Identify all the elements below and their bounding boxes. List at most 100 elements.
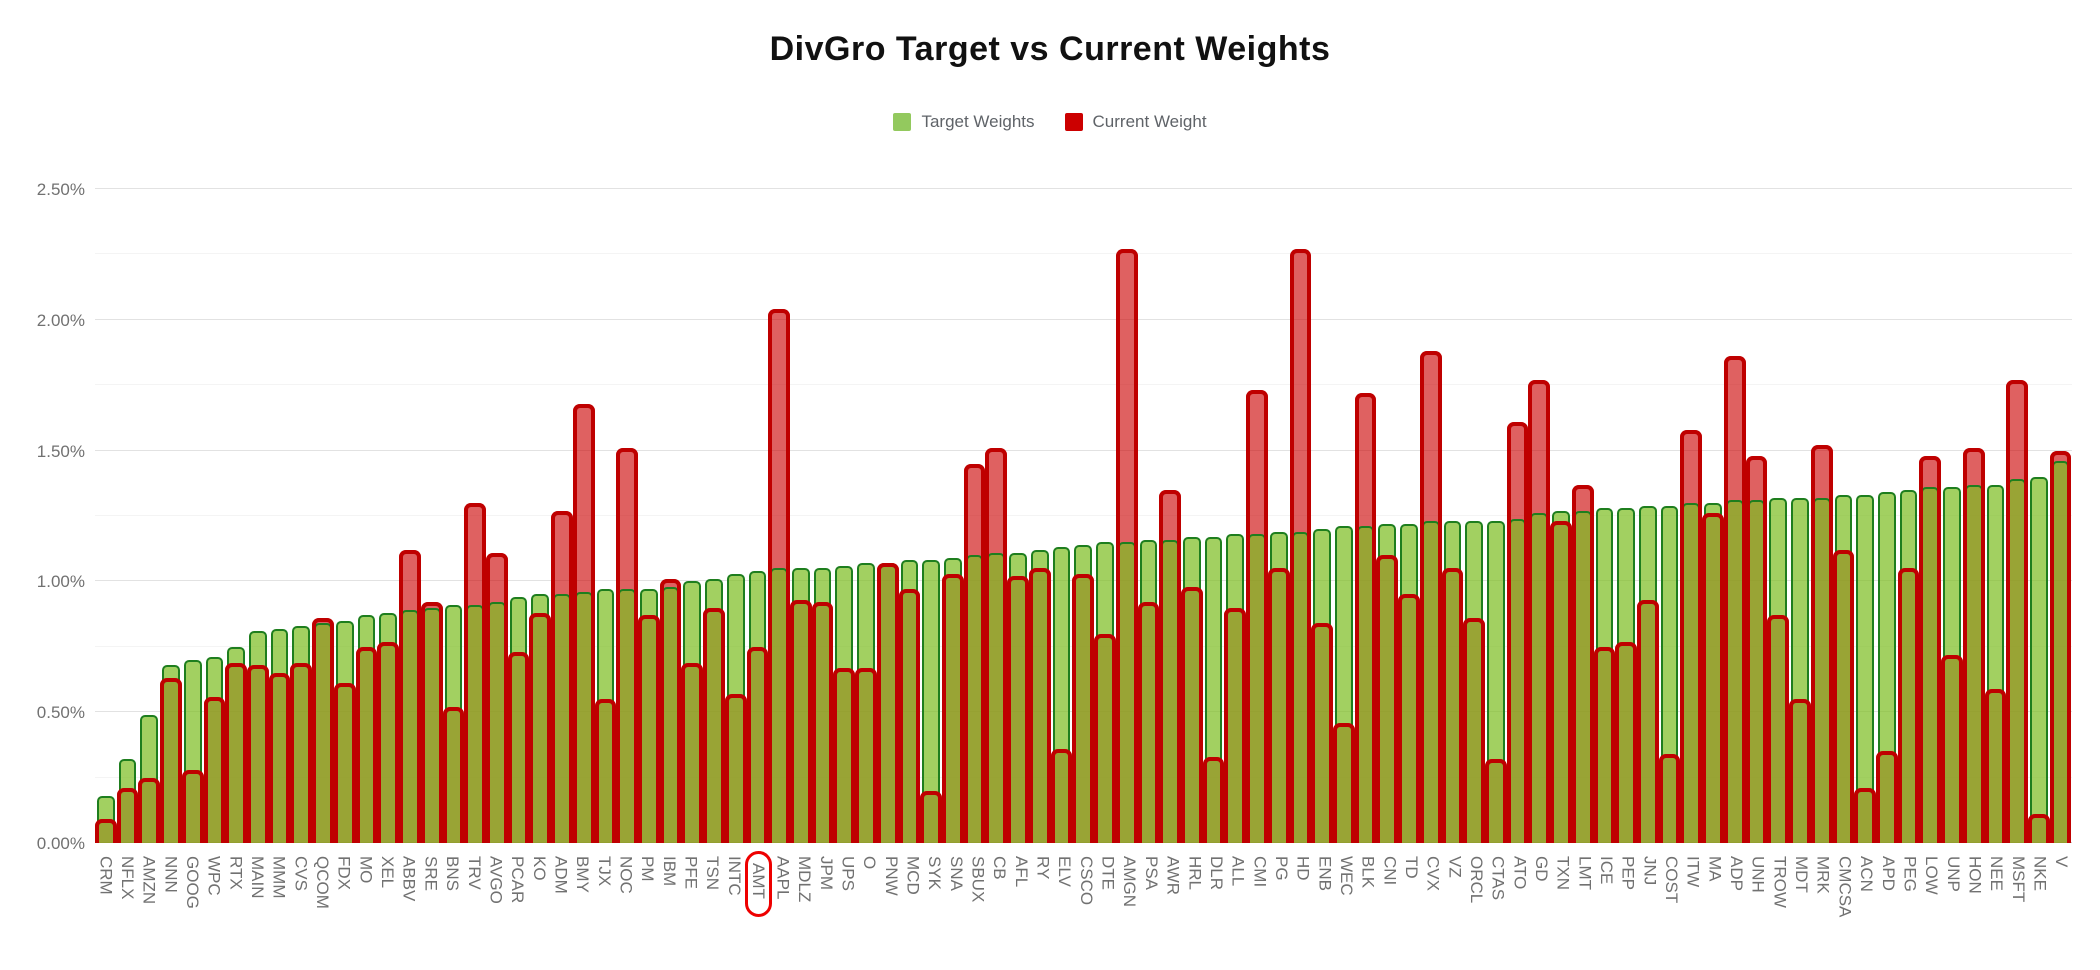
current-weight-bar-outline <box>1962 447 1985 843</box>
x-axis-label: CNI <box>1380 856 1400 886</box>
target-weight-bar[interactable] <box>2029 476 2048 843</box>
x-axis-cell: TXN <box>1552 849 1574 917</box>
x-axis-label: CVS <box>291 856 311 891</box>
x-axis-cell: SYK <box>924 849 946 917</box>
x-axis-label: SNA <box>946 856 966 891</box>
x-axis-label: NNN <box>161 856 181 893</box>
x-axis-label: BMY <box>573 856 593 893</box>
current-weight-bar-outline <box>594 699 617 843</box>
x-axis-cell: COST <box>1661 849 1683 917</box>
gridline-minor <box>95 384 2072 386</box>
current-weight-bar-outline <box>268 672 291 843</box>
x-axis-cell: GOOG <box>182 849 204 917</box>
gridline-major <box>95 188 2072 189</box>
x-axis-cell: GD <box>1531 849 1553 917</box>
current-weight-bar-outline <box>681 662 704 843</box>
bar-group <box>399 189 421 843</box>
target-weight-bar[interactable] <box>922 560 941 843</box>
bar-group <box>1224 189 1247 843</box>
bar-group <box>1941 189 1963 843</box>
current-weight-bar-outline <box>1528 379 1551 843</box>
current-weight-bar-outline <box>724 693 747 843</box>
x-axis-label: UNH <box>1748 856 1768 893</box>
x-axis-cell: UNH <box>1747 849 1769 917</box>
bar-group <box>1311 189 1333 843</box>
target-weight-bar[interactable] <box>1204 536 1223 843</box>
bar-group <box>1246 189 1268 843</box>
current-weight-bar-outline <box>1485 759 1507 843</box>
x-axis-label: ADM <box>551 856 571 894</box>
target-weight-bar[interactable] <box>1052 547 1071 843</box>
x-axis-cell: RTX <box>225 849 247 917</box>
x-axis-label: QCOM <box>313 856 333 909</box>
target-weight-bar[interactable] <box>1791 497 1809 843</box>
x-axis-cell: AMZN <box>138 849 160 917</box>
x-axis-cell: ALL <box>1227 849 1249 917</box>
x-axis-cell: ENB <box>1314 849 1336 917</box>
x-axis-label: PEP <box>1618 856 1638 891</box>
bar-group <box>442 189 465 843</box>
x-axis-cell: HON <box>1964 849 1986 917</box>
current-weight-bar-outline <box>876 563 899 843</box>
bar-group <box>855 189 877 843</box>
target-weight-bar[interactable] <box>1986 484 2005 843</box>
x-axis-cell: MMM <box>268 849 290 917</box>
current-weight-bar-outline <box>1267 568 1290 843</box>
target-weight-bar[interactable] <box>1334 526 1353 843</box>
x-axis-label: INTC <box>724 856 744 896</box>
x-axis-label: LMT <box>1575 856 1595 890</box>
x-axis-cell: ACN <box>1856 849 1878 917</box>
current-weight-bar-outline <box>1723 356 1746 843</box>
y-axis-label: 1.00% <box>36 572 85 592</box>
x-axis-cell: NKE <box>2029 849 2051 917</box>
x-axis-cell: SBUX <box>967 849 989 917</box>
x-axis-cell: AFL <box>1011 849 1033 917</box>
x-axis-label: HRL <box>1185 856 1205 891</box>
x-axis-label: TROW <box>1770 856 1790 908</box>
x-axis-label: HON <box>1965 856 1985 894</box>
x-axis-cell: CVS <box>290 849 312 917</box>
bar-group <box>1810 189 1833 843</box>
current-weight-bar-outline <box>985 447 1008 843</box>
x-axis-cell: CTAS <box>1487 849 1509 917</box>
legend-label-target: Target Weights <box>921 112 1035 131</box>
target-weight-bar[interactable] <box>183 659 202 843</box>
current-weight-bar-outline <box>1702 513 1724 843</box>
current-weight-bar-outline <box>942 573 964 843</box>
target-weight-bar[interactable] <box>1856 495 1874 843</box>
current-weight-bar-outline <box>1072 573 1095 843</box>
bar-group <box>942 189 964 843</box>
x-axis-label: ITW <box>1683 856 1703 888</box>
x-axis-cell: KO <box>528 849 550 917</box>
x-axis-label: DTE <box>1098 856 1118 890</box>
bar-group <box>746 189 769 843</box>
current-weight-bar-outline <box>746 646 769 843</box>
current-weight-bar-outline <box>160 678 182 843</box>
gridline-minor <box>95 515 2072 516</box>
y-axis-label: 2.50% <box>36 180 85 199</box>
bar-group <box>1658 189 1681 843</box>
x-axis-label: JPM <box>816 856 836 890</box>
x-axis-cell: MRK <box>1812 849 1834 917</box>
x-axis-cell: AMGN <box>1119 849 1141 917</box>
x-axis-cell: PSA <box>1141 849 1163 917</box>
current-weight-bar-outline <box>1832 550 1855 843</box>
x-axis-label: WPC <box>204 856 224 896</box>
x-axis-label: GD <box>1532 856 1551 882</box>
bar-group <box>1615 189 1638 843</box>
x-axis-cell: LOW <box>1921 849 1943 917</box>
x-axis-cell: ADP <box>1726 849 1748 917</box>
current-weight-bar-outline <box>637 615 660 843</box>
x-axis-label: ALL <box>1228 856 1248 887</box>
current-weight-bar-outline <box>1137 602 1160 843</box>
chart-title: DivGro Target vs Current Weights <box>769 30 1331 68</box>
x-axis-label: KO <box>529 856 549 881</box>
bar-group <box>1072 189 1095 843</box>
x-axis-cell: LMT <box>1574 849 1596 917</box>
target-weight-bar[interactable] <box>97 795 115 843</box>
current-weight-bar-outline <box>1767 615 1790 843</box>
bar-group <box>1528 189 1551 843</box>
bar-group <box>1723 189 1746 843</box>
x-axis-cell: NOC <box>615 849 637 917</box>
current-weight-bar-outline <box>551 510 573 843</box>
